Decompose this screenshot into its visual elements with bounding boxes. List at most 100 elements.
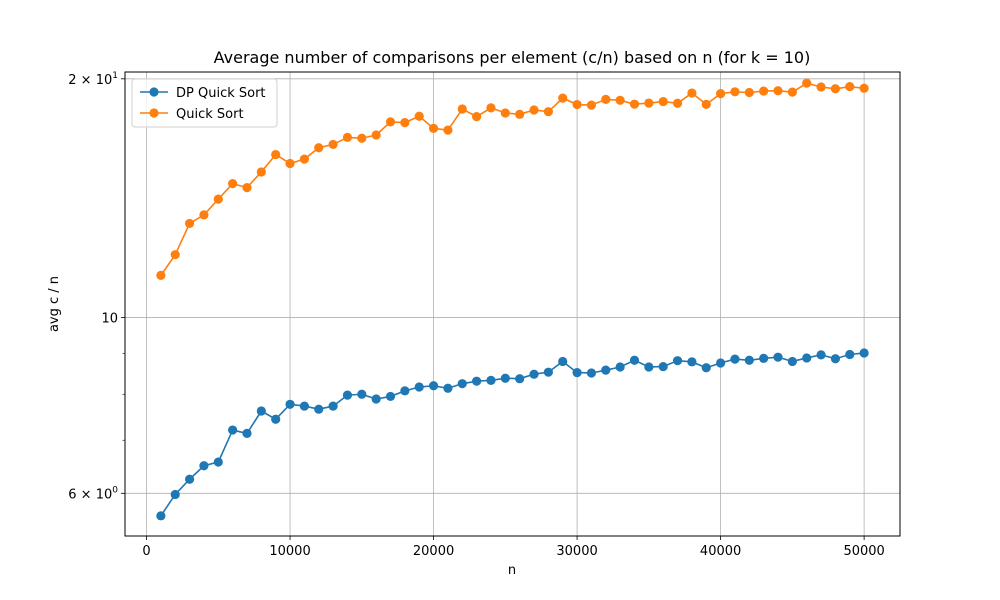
data-point xyxy=(314,143,324,153)
data-point xyxy=(342,390,353,400)
data-point xyxy=(716,358,726,368)
data-point xyxy=(787,87,797,97)
data-point xyxy=(428,381,439,391)
data-point xyxy=(299,401,309,411)
data-point xyxy=(256,167,266,177)
data-point xyxy=(443,383,453,393)
data-point xyxy=(658,361,668,372)
data-point xyxy=(716,88,726,99)
data-point xyxy=(529,369,539,379)
data-point xyxy=(802,353,812,363)
data-point xyxy=(759,86,769,96)
data-point xyxy=(515,109,525,119)
data-point xyxy=(601,94,611,104)
legend-label: DP Quick Sort xyxy=(176,86,266,101)
data-point xyxy=(730,354,740,364)
data-point xyxy=(802,78,812,88)
data-point xyxy=(170,250,180,260)
data-point xyxy=(314,404,324,414)
data-point xyxy=(687,88,697,98)
chart-title: Average number of comparisons per elemen… xyxy=(214,48,811,67)
data-point xyxy=(787,356,797,367)
data-point xyxy=(443,125,453,135)
data-point xyxy=(472,112,482,122)
data-point xyxy=(170,489,180,500)
data-point xyxy=(586,100,597,110)
data-point xyxy=(859,348,869,358)
data-point xyxy=(500,108,510,118)
data-point xyxy=(357,133,367,143)
data-point xyxy=(242,428,252,439)
data-point xyxy=(572,367,582,378)
grid xyxy=(125,72,900,536)
y-tick-label: 6 × 100 xyxy=(68,485,118,502)
data-point xyxy=(845,82,855,92)
data-point xyxy=(744,355,754,365)
y-tick-label: 2 × 101 xyxy=(68,71,118,88)
data-point xyxy=(199,210,209,220)
data-point xyxy=(414,111,424,121)
x-tick-label: 20000 xyxy=(413,544,454,559)
legend-marker xyxy=(149,87,159,97)
data-point xyxy=(830,354,841,364)
x-tick-label: 0 xyxy=(142,544,150,559)
data-point xyxy=(242,183,252,193)
data-point xyxy=(342,132,353,143)
y-axis-label: avg c / n xyxy=(47,276,62,332)
x-axis-label: n xyxy=(508,563,516,578)
data-point xyxy=(299,154,309,164)
data-point xyxy=(672,356,683,366)
data-point xyxy=(457,379,467,389)
data-point xyxy=(285,399,295,409)
data-point xyxy=(658,96,668,107)
data-point xyxy=(601,365,611,375)
data-point xyxy=(357,389,367,399)
data-point xyxy=(486,375,496,385)
data-point xyxy=(285,158,295,169)
data-point xyxy=(328,139,338,150)
data-point xyxy=(744,87,754,98)
plot-area-frame xyxy=(124,71,901,537)
data-point xyxy=(701,99,711,109)
data-point xyxy=(400,118,410,128)
data-point xyxy=(228,425,238,435)
data-point xyxy=(629,99,640,109)
data-point xyxy=(271,149,281,160)
legend-box xyxy=(131,78,278,128)
data-point xyxy=(472,376,482,386)
data-point xyxy=(859,83,869,93)
series-dp-quick-sort xyxy=(156,348,869,521)
data-point xyxy=(486,103,496,113)
data-point xyxy=(328,401,338,411)
x-tick-label: 30000 xyxy=(556,544,597,559)
data-point xyxy=(816,82,826,92)
x-tick-label: 50000 xyxy=(843,544,884,559)
data-point xyxy=(672,98,683,108)
data-point xyxy=(687,357,697,367)
data-point xyxy=(644,362,654,372)
data-point xyxy=(385,391,396,402)
data-point xyxy=(385,117,396,127)
data-point xyxy=(759,353,769,363)
data-point xyxy=(457,104,467,114)
data-point xyxy=(543,107,553,117)
data-point xyxy=(271,414,281,424)
series-layer xyxy=(156,78,869,521)
data-point xyxy=(816,350,826,360)
y-tick-label: 10 xyxy=(101,311,118,326)
legend: DP Quick Sort Quick Sort xyxy=(131,78,278,128)
data-point xyxy=(400,386,410,396)
axis-ticks: 0 10000 20000 30000 40000 50000 2 × 101 10 6 × 1… xyxy=(68,71,885,559)
data-point xyxy=(773,352,783,362)
data-point xyxy=(515,374,525,384)
data-point xyxy=(773,86,783,96)
data-point xyxy=(558,356,568,367)
data-point xyxy=(156,511,166,521)
data-point xyxy=(730,87,740,97)
data-point xyxy=(830,84,841,94)
data-point xyxy=(184,218,195,229)
series-quick-sort xyxy=(156,78,869,280)
data-point xyxy=(184,474,195,484)
x-tick-label: 10000 xyxy=(269,544,310,559)
data-point xyxy=(414,382,424,392)
